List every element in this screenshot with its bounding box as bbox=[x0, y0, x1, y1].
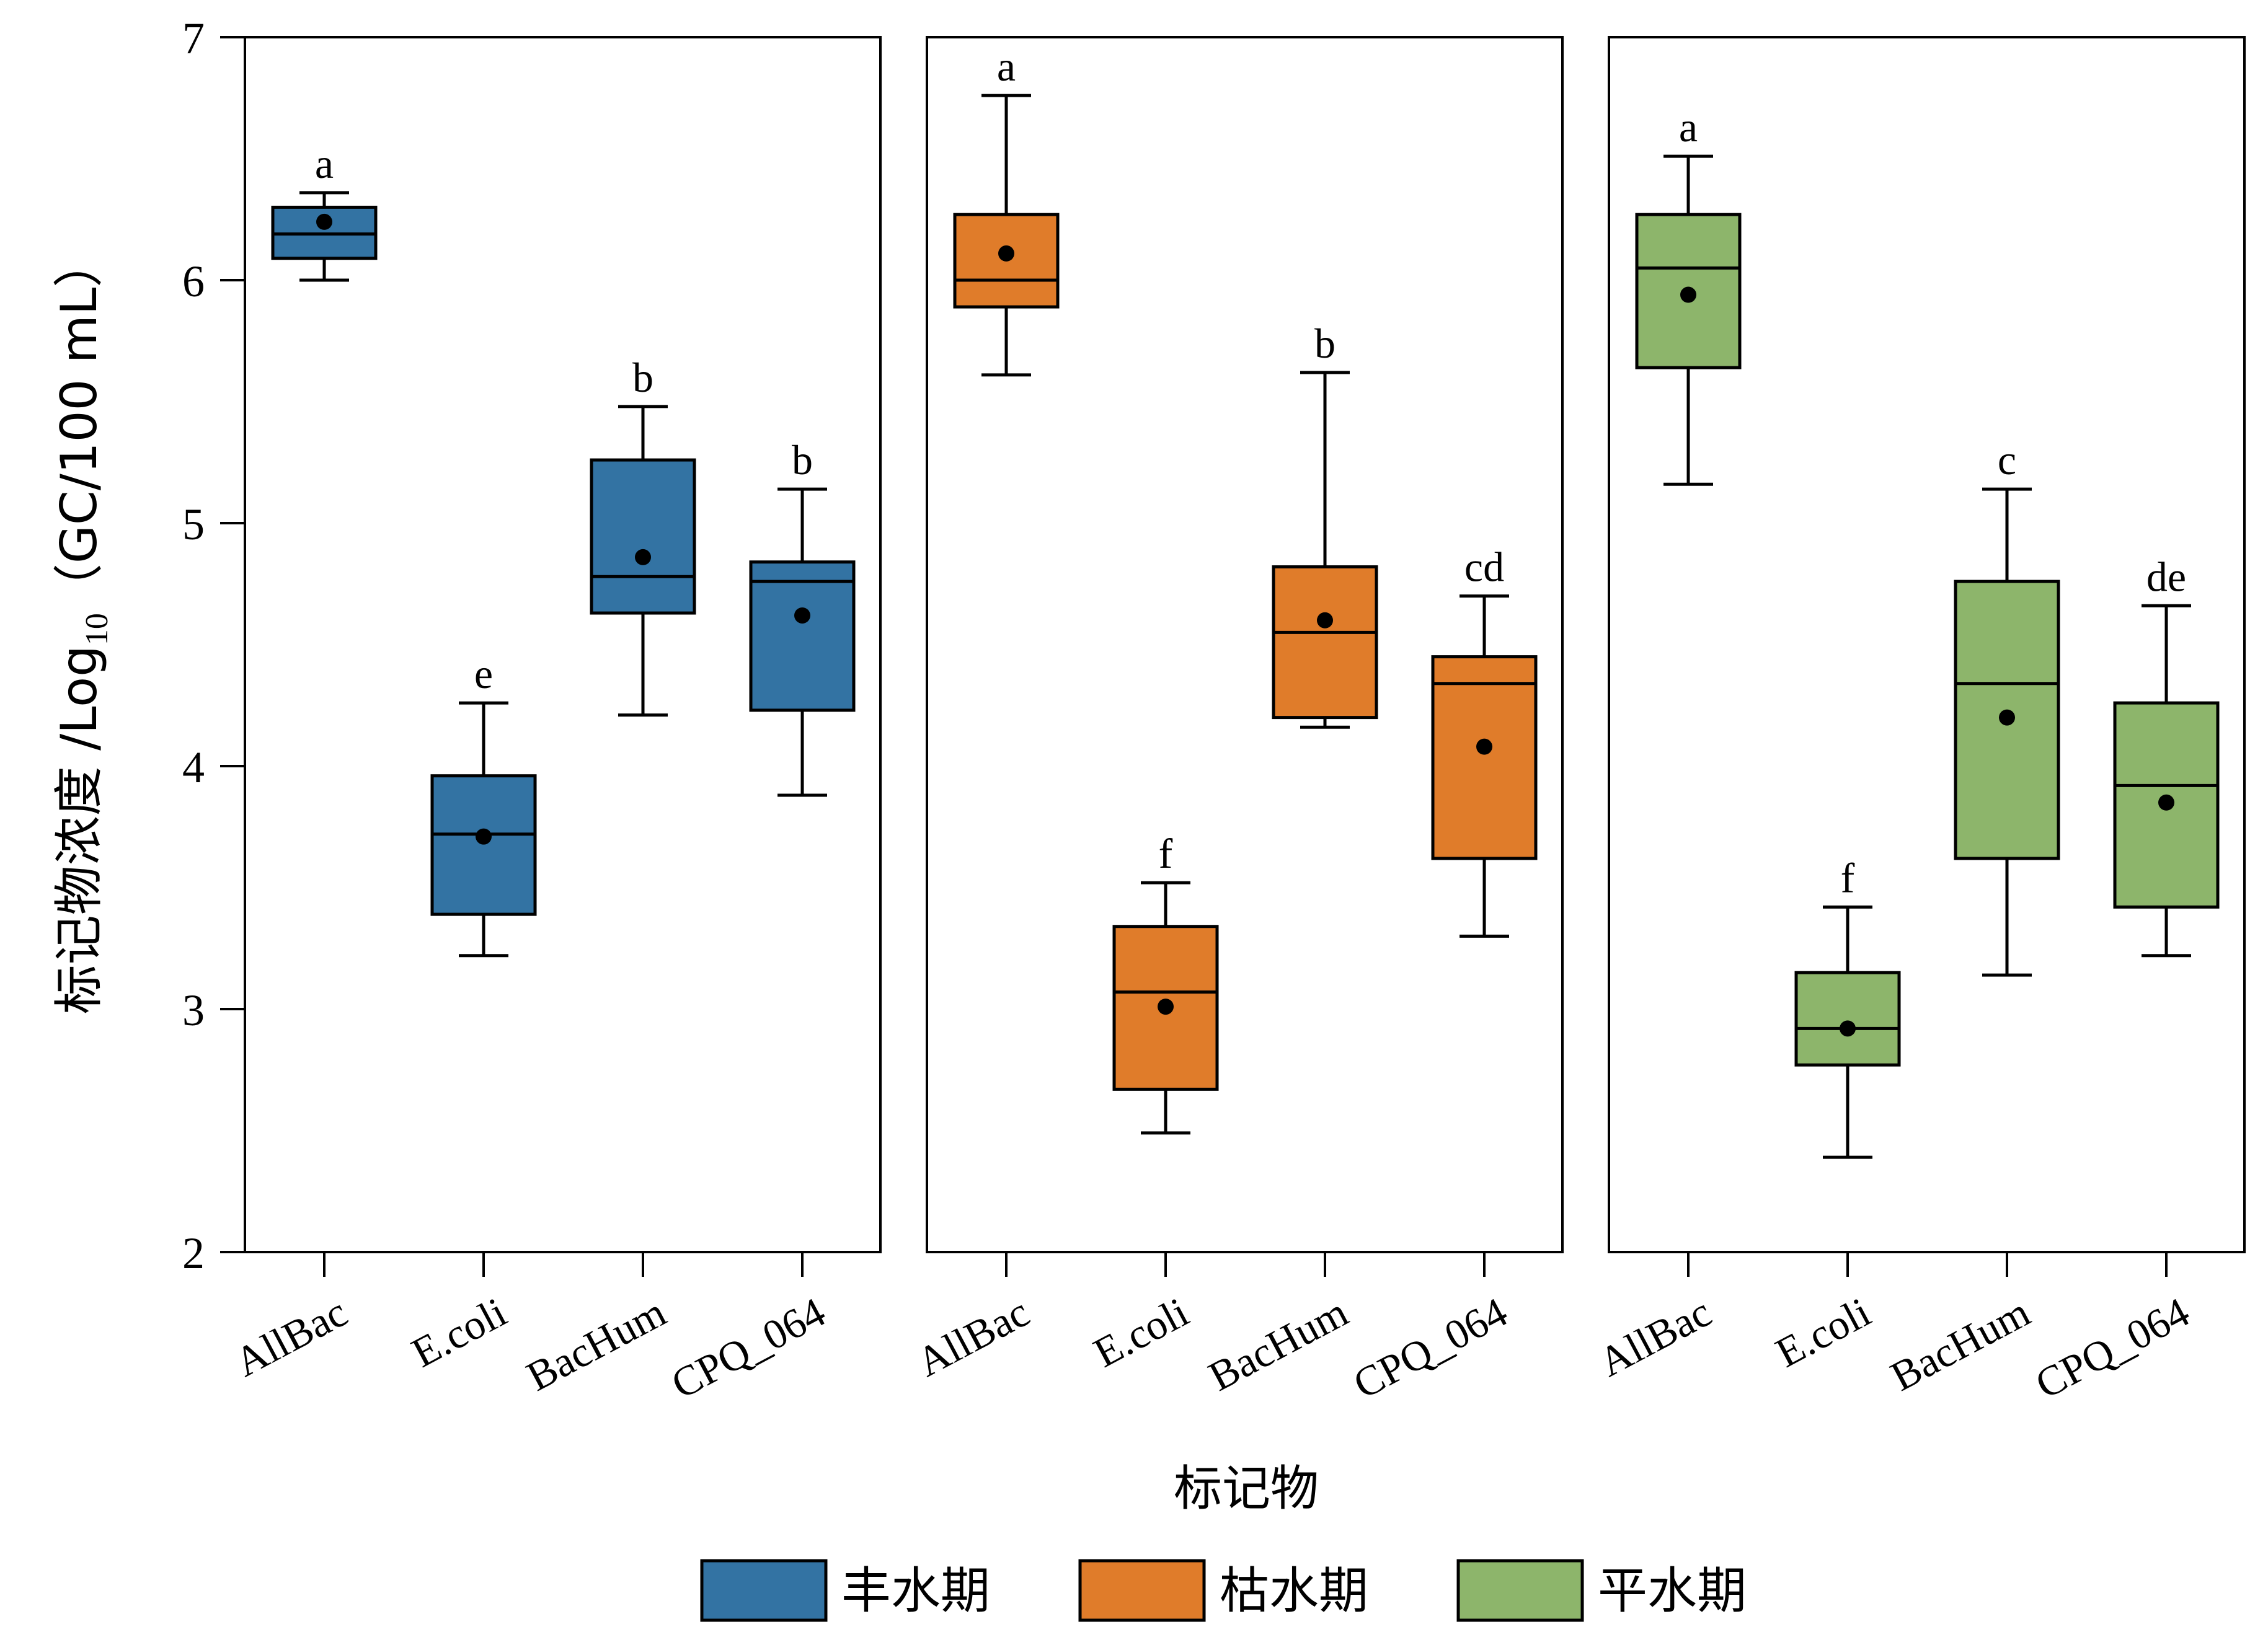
box-CPQ_064: de bbox=[2113, 553, 2220, 958]
box-CPQ_064: b bbox=[749, 436, 856, 797]
x-tick-label: CPQ_064 bbox=[663, 1288, 833, 1408]
panel-frame bbox=[244, 36, 882, 1253]
x-tick-label: BacHum bbox=[519, 1288, 673, 1400]
significance-label: b bbox=[632, 354, 653, 401]
y-tick-label: 3 bbox=[182, 986, 205, 1035]
legend-label: 枯水期 bbox=[1220, 1562, 1368, 1620]
significance-label: e bbox=[474, 650, 493, 697]
box-BacHum: c bbox=[1954, 436, 2060, 977]
x-tick-label: AllBac bbox=[909, 1288, 1037, 1386]
y-tick-label: 4 bbox=[182, 743, 205, 792]
box-AllBac: a bbox=[953, 43, 1060, 377]
legend-item: 平水期 bbox=[1456, 1559, 1747, 1622]
x-tick-label: E.coli bbox=[1086, 1288, 1196, 1376]
x-tick-label: E.coli bbox=[404, 1288, 514, 1376]
box-E.coli: f bbox=[1794, 854, 1901, 1159]
x-tick-label: CPQ_064 bbox=[2027, 1288, 2197, 1408]
mean-marker bbox=[1476, 738, 1492, 755]
mean-marker bbox=[635, 549, 651, 565]
mean-marker bbox=[1999, 709, 2015, 726]
significance-label: de bbox=[2146, 553, 2186, 600]
significance-label: a bbox=[1679, 104, 1698, 151]
legend-swatch bbox=[1456, 1559, 1584, 1622]
y-axis-title-subscript: 10 bbox=[79, 613, 115, 645]
legend-swatch bbox=[1078, 1559, 1206, 1622]
x-axis-title: 标记物 bbox=[1174, 1461, 1319, 1517]
iqr-box bbox=[590, 458, 696, 615]
x-tick-label: CPQ_064 bbox=[1345, 1288, 1515, 1408]
box-E.coli: f bbox=[1112, 830, 1219, 1135]
iqr-box bbox=[1272, 565, 1378, 720]
y-axis-title: 标记物浓度 /Log10（GC/100 mL） bbox=[50, 238, 115, 1015]
y-tick-label: 7 bbox=[182, 14, 205, 63]
panel-1: a AllBac e E.coli b BacHum b CPQ_064 bbox=[227, 36, 882, 1408]
mean-marker bbox=[2158, 794, 2174, 811]
legend-swatch bbox=[700, 1559, 828, 1622]
iqr-box bbox=[1431, 655, 1538, 860]
x-tick-label: BacHum bbox=[1201, 1288, 1355, 1400]
box-AllBac: a bbox=[271, 140, 378, 282]
significance-label: cd bbox=[1464, 544, 1504, 591]
iqr-box bbox=[749, 560, 856, 712]
box-BacHum: b bbox=[590, 354, 696, 717]
x-tick-label: BacHum bbox=[1883, 1288, 2037, 1400]
box-E.coli: e bbox=[430, 650, 537, 958]
legend-label: 丰水期 bbox=[841, 1562, 990, 1620]
significance-label: c bbox=[1998, 436, 2016, 483]
y-tick-label: 2 bbox=[182, 1228, 205, 1278]
iqr-box bbox=[953, 213, 1060, 309]
mean-marker bbox=[316, 213, 332, 230]
y-tick-label: 6 bbox=[182, 257, 205, 306]
panel-3: a AllBac f E.coli c BacHum de CPQ_064 bbox=[1591, 36, 2246, 1408]
mean-marker bbox=[1158, 999, 1174, 1015]
iqr-box bbox=[430, 774, 537, 916]
x-tick-label: E.coli bbox=[1768, 1288, 1878, 1376]
significance-label: f bbox=[1159, 830, 1173, 877]
legend-item: 枯水期 bbox=[1078, 1559, 1368, 1622]
x-tick-label: AllBac bbox=[227, 1288, 355, 1386]
x-tick-label: AllBac bbox=[1591, 1288, 1719, 1386]
mean-marker bbox=[998, 245, 1014, 262]
y-axis: 2 3 4 5 6 7 bbox=[182, 14, 245, 1278]
box-BacHum: b bbox=[1272, 320, 1378, 729]
box-AllBac: a bbox=[1635, 104, 1742, 486]
panel-2: a AllBac f E.coli b BacHum cd CPQ_064 bbox=[909, 36, 1564, 1408]
significance-label: a bbox=[997, 43, 1016, 90]
panel-frame bbox=[926, 36, 1564, 1253]
significance-label: b bbox=[1314, 320, 1336, 367]
box-CPQ_064: cd bbox=[1431, 544, 1538, 938]
chart-panels: a AllBac e E.coli b BacHum b CPQ_064 a AllBac f E.c… bbox=[227, 36, 2246, 1408]
iqr-box bbox=[1794, 971, 1901, 1067]
legend-item: 丰水期 bbox=[700, 1559, 990, 1622]
significance-label: f bbox=[1841, 854, 1855, 901]
significance-label: a bbox=[315, 140, 334, 187]
mean-marker bbox=[1680, 286, 1696, 303]
mean-marker bbox=[476, 828, 492, 845]
y-axis-title-suffix: （GC/100 mL） bbox=[50, 238, 108, 613]
mean-marker bbox=[1317, 612, 1333, 629]
y-axis-title-prefix: 标记物浓度 /Log bbox=[50, 645, 108, 1014]
legend: 丰水期 枯水期 平水期 bbox=[700, 1559, 1747, 1622]
y-tick-label: 5 bbox=[182, 500, 205, 549]
mean-marker bbox=[1840, 1020, 1856, 1037]
significance-label: b bbox=[792, 436, 813, 483]
panel-frame bbox=[1608, 36, 2246, 1253]
legend-label: 平水期 bbox=[1598, 1562, 1747, 1620]
mean-marker bbox=[794, 607, 810, 624]
